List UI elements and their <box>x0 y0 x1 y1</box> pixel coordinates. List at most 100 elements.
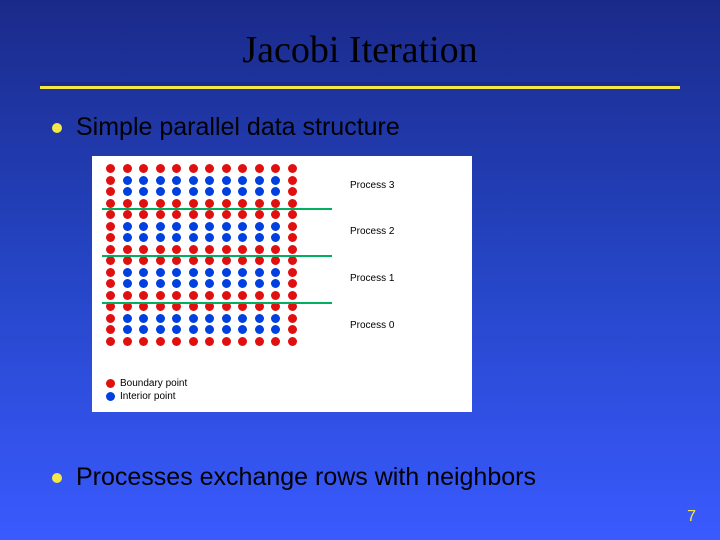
interior-dot <box>238 279 247 288</box>
interior-dot <box>172 314 181 323</box>
interior-dot <box>156 325 165 334</box>
interior-dot <box>222 268 231 277</box>
process-divider <box>102 302 332 304</box>
process-label: Process 0 <box>350 320 394 331</box>
boundary-dot <box>222 291 231 300</box>
interior-dot <box>205 325 214 334</box>
boundary-dot <box>238 337 247 346</box>
boundary-dot <box>255 199 264 208</box>
boundary-dot <box>189 164 198 173</box>
interior-dot <box>205 279 214 288</box>
boundary-dot <box>205 164 214 173</box>
interior-dot <box>123 233 132 242</box>
interior-dot <box>255 187 264 196</box>
boundary-dot <box>238 199 247 208</box>
dot-row <box>106 268 336 277</box>
interior-dot <box>271 314 280 323</box>
boundary-dot <box>255 256 264 265</box>
interior-dot <box>238 314 247 323</box>
boundary-dot <box>139 337 148 346</box>
boundary-dot <box>255 291 264 300</box>
boundary-dot <box>172 245 181 254</box>
boundary-dot <box>271 245 280 254</box>
boundary-dot <box>106 233 115 242</box>
boundary-dot <box>172 291 181 300</box>
interior-dot <box>139 279 148 288</box>
boundary-dot <box>288 337 297 346</box>
interior-dot <box>156 187 165 196</box>
interior-dot <box>222 187 231 196</box>
boundary-dot <box>156 256 165 265</box>
boundary-dot <box>288 268 297 277</box>
interior-dot <box>271 222 280 231</box>
interior-dot <box>222 176 231 185</box>
interior-dot <box>172 222 181 231</box>
boundary-dot <box>238 164 247 173</box>
dot-row <box>106 325 336 334</box>
interior-dot <box>238 268 247 277</box>
legend-row: Boundary point <box>106 378 187 389</box>
interior-dot <box>222 314 231 323</box>
boundary-dot <box>106 210 115 219</box>
boundary-dot <box>139 291 148 300</box>
interior-dot <box>255 176 264 185</box>
boundary-dot <box>106 164 115 173</box>
boundary-dot <box>288 187 297 196</box>
interior-dot <box>205 222 214 231</box>
interior-dot <box>255 233 264 242</box>
interior-dot <box>222 279 231 288</box>
dot-row <box>106 222 336 231</box>
boundary-dot <box>106 187 115 196</box>
process-divider <box>102 255 332 257</box>
interior-dot <box>189 268 198 277</box>
boundary-dot <box>139 164 148 173</box>
boundary-dot <box>172 256 181 265</box>
dot-row <box>106 279 336 288</box>
title-underline <box>40 82 680 89</box>
interior-dot <box>271 325 280 334</box>
dot-row <box>106 245 336 254</box>
interior-dot <box>156 279 165 288</box>
dot-row <box>106 164 336 173</box>
slide-title: Jacobi Iteration <box>0 28 720 72</box>
bullet-icon <box>52 473 62 483</box>
interior-dot <box>189 279 198 288</box>
content-area: Simple parallel data structure Process 3… <box>0 89 720 412</box>
interior-dot <box>255 268 264 277</box>
interior-dot <box>139 176 148 185</box>
interior-dot <box>156 222 165 231</box>
boundary-dot <box>123 291 132 300</box>
bullet-item: Simple parallel data structure <box>52 113 660 142</box>
interior-dot <box>222 325 231 334</box>
interior-dot <box>205 176 214 185</box>
boundary-dot <box>222 337 231 346</box>
interior-dot <box>189 325 198 334</box>
boundary-dot <box>123 210 132 219</box>
boundary-dot <box>222 164 231 173</box>
boundary-dot <box>106 314 115 323</box>
boundary-dot <box>271 199 280 208</box>
bullet-item: Processes exchange rows with neighbors <box>52 463 536 492</box>
boundary-dot <box>288 314 297 323</box>
interior-dot <box>222 222 231 231</box>
legend-dot-icon <box>106 392 115 401</box>
process-label: Process 2 <box>350 226 394 237</box>
boundary-dot <box>189 199 198 208</box>
interior-dot <box>156 268 165 277</box>
boundary-dot <box>123 256 132 265</box>
boundary-dot <box>288 199 297 208</box>
dot-row <box>106 233 336 242</box>
boundary-dot <box>172 199 181 208</box>
interior-dot <box>172 176 181 185</box>
boundary-dot <box>156 164 165 173</box>
boundary-dot <box>222 256 231 265</box>
legend: Boundary pointInterior point <box>106 378 187 404</box>
interior-dot <box>255 222 264 231</box>
boundary-dot <box>139 256 148 265</box>
boundary-dot <box>271 164 280 173</box>
bullet-icon <box>52 123 62 133</box>
boundary-dot <box>156 210 165 219</box>
dot-row <box>106 210 336 219</box>
dot-row <box>106 187 336 196</box>
boundary-dot <box>172 337 181 346</box>
